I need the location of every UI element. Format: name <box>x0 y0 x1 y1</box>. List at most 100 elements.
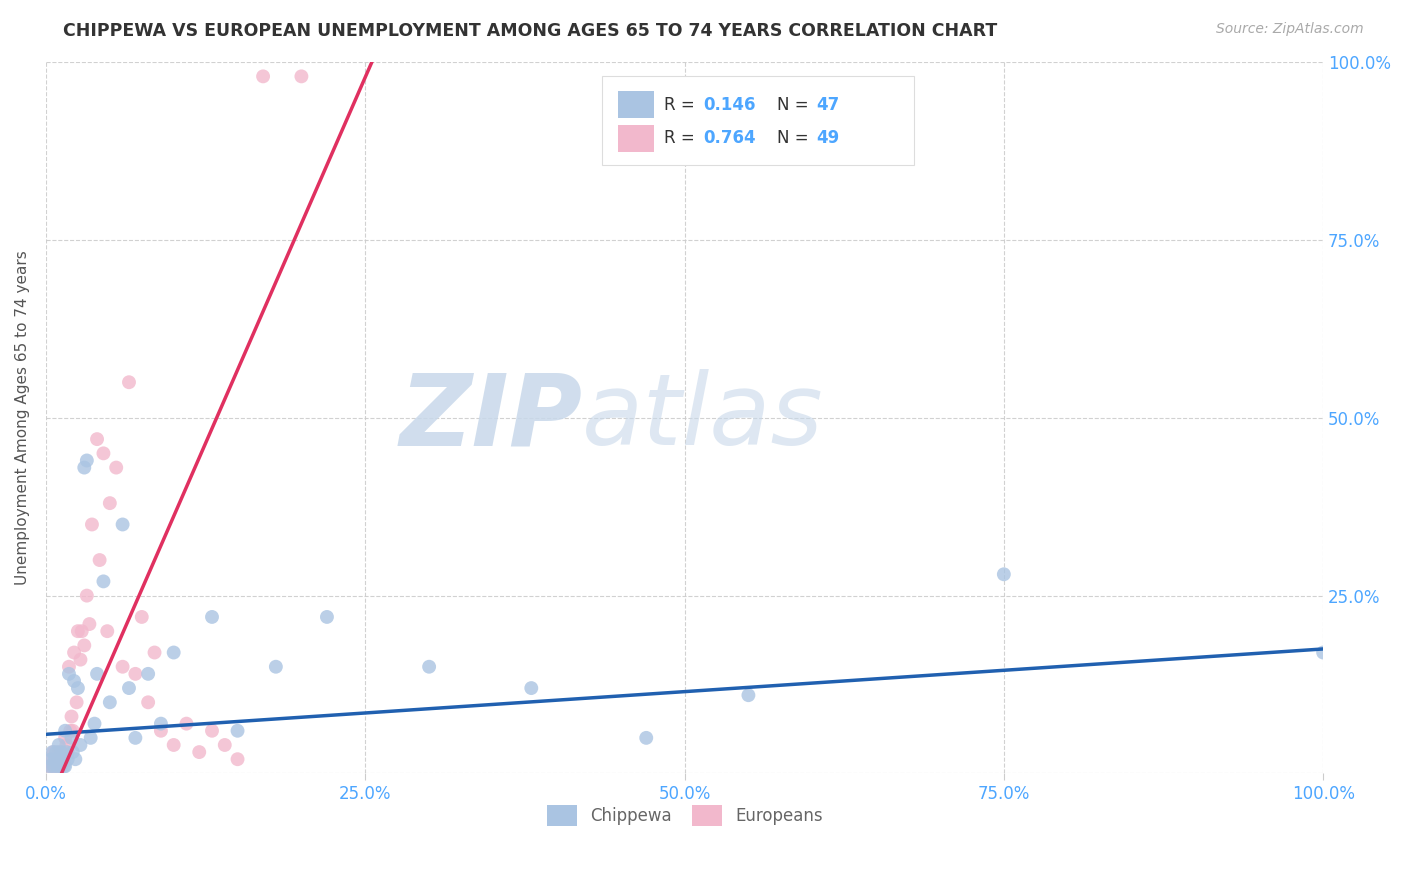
Point <box>201 610 224 624</box>
Point <box>136 695 159 709</box>
Point <box>53 731 76 745</box>
Text: 47: 47 <box>815 95 839 114</box>
Text: 0.146: 0.146 <box>704 95 756 114</box>
Point <box>51 759 73 773</box>
Point <box>993 567 1015 582</box>
Point <box>93 574 115 589</box>
Point <box>46 759 69 773</box>
Point <box>111 659 134 673</box>
Legend: Chippewa, Europeans: Chippewa, Europeans <box>547 805 823 826</box>
Point <box>66 681 89 695</box>
Point <box>59 723 82 738</box>
Point <box>38 759 60 773</box>
Point <box>49 752 72 766</box>
Point <box>42 759 65 773</box>
Point <box>93 446 115 460</box>
Point <box>316 610 339 624</box>
Text: N =: N = <box>776 95 814 114</box>
Point <box>86 666 108 681</box>
Point <box>188 745 211 759</box>
Y-axis label: Unemployment Among Ages 65 to 74 years: Unemployment Among Ages 65 to 74 years <box>15 251 30 585</box>
Point <box>118 375 141 389</box>
Point <box>58 666 80 681</box>
Point <box>163 738 186 752</box>
Point <box>226 752 249 766</box>
Point <box>290 70 312 84</box>
Point <box>520 681 543 695</box>
Point <box>49 759 72 773</box>
Point <box>124 666 146 681</box>
Point <box>63 646 86 660</box>
Point <box>264 659 287 673</box>
Point <box>73 639 96 653</box>
Point <box>69 652 91 666</box>
Point <box>105 460 128 475</box>
Point <box>51 745 73 759</box>
FancyBboxPatch shape <box>602 77 914 165</box>
Point <box>1312 646 1334 660</box>
Point <box>124 731 146 745</box>
Point <box>76 589 98 603</box>
FancyBboxPatch shape <box>619 125 654 152</box>
Point <box>44 759 66 773</box>
Point <box>96 624 118 639</box>
Point <box>418 659 440 673</box>
Point <box>149 723 172 738</box>
Text: R =: R = <box>664 95 700 114</box>
Point <box>53 759 76 773</box>
Point <box>39 752 62 766</box>
Point <box>42 745 65 759</box>
Text: ZIP: ZIP <box>399 369 582 467</box>
Point <box>45 745 67 759</box>
Point <box>118 681 141 695</box>
Point <box>86 432 108 446</box>
Text: 0.764: 0.764 <box>704 129 756 147</box>
FancyBboxPatch shape <box>619 91 654 119</box>
Point <box>111 517 134 532</box>
Point <box>65 752 87 766</box>
Point <box>62 745 84 759</box>
Point <box>98 496 121 510</box>
Point <box>60 731 83 745</box>
Point <box>48 752 70 766</box>
Point <box>55 738 77 752</box>
Point <box>76 453 98 467</box>
Point <box>44 752 66 766</box>
Point <box>48 745 70 759</box>
Point <box>83 716 105 731</box>
Point <box>52 752 75 766</box>
Point <box>41 759 63 773</box>
Point <box>39 752 62 766</box>
Point <box>53 723 76 738</box>
Point <box>45 752 67 766</box>
Point <box>38 759 60 773</box>
Point <box>73 460 96 475</box>
Text: N =: N = <box>776 129 814 147</box>
Point <box>79 731 101 745</box>
Point <box>62 723 84 738</box>
Point <box>70 624 93 639</box>
Point <box>63 673 86 688</box>
Point <box>79 617 101 632</box>
Point <box>66 624 89 639</box>
Point <box>69 738 91 752</box>
Point <box>52 759 75 773</box>
Point <box>136 666 159 681</box>
Point <box>131 610 153 624</box>
Point <box>201 723 224 738</box>
Point <box>214 738 236 752</box>
Text: 49: 49 <box>815 129 839 147</box>
Text: atlas: atlas <box>582 369 824 467</box>
Point <box>252 70 274 84</box>
Point <box>163 646 186 660</box>
Point <box>56 752 79 766</box>
Point <box>143 646 166 660</box>
Point <box>58 659 80 673</box>
Point <box>149 716 172 731</box>
Point <box>52 745 75 759</box>
Point <box>98 695 121 709</box>
Point <box>176 716 198 731</box>
Point <box>55 745 77 759</box>
Point <box>226 723 249 738</box>
Point <box>80 517 103 532</box>
